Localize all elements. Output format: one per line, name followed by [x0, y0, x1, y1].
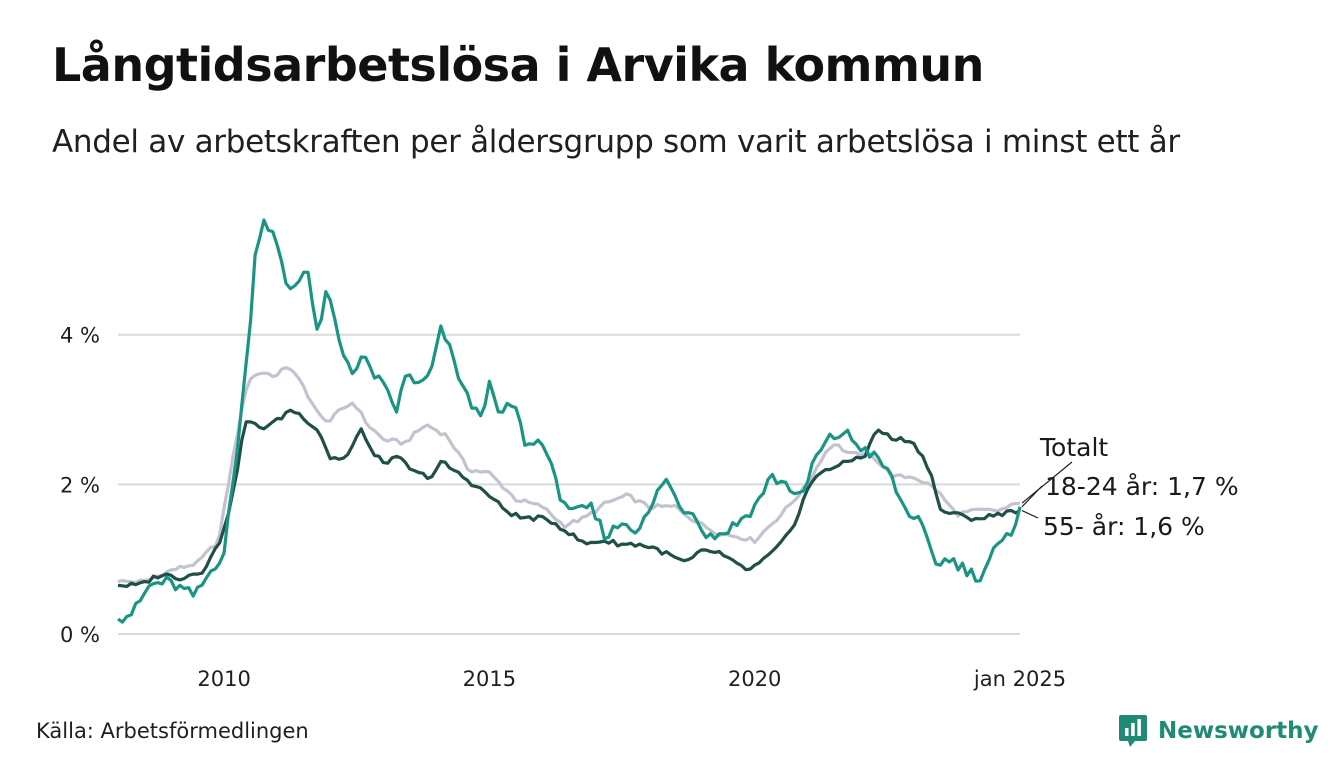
label-leader-0 — [1021, 461, 1073, 504]
series-line-1 — [117, 218, 1022, 624]
brand-logo: Newsworthy — [1118, 712, 1319, 750]
y-tick-label: 0 % — [60, 623, 100, 647]
gridlines — [118, 333, 1020, 635]
label-leader-1 — [1021, 485, 1043, 508]
brand-name: Newsworthy — [1158, 718, 1319, 744]
series-line-0 — [117, 366, 1021, 585]
x-tick-label: jan 2025 — [973, 667, 1066, 691]
chart-title: Långtidsarbetslösa i Arvika kommun — [52, 38, 984, 92]
series-label-0: Totalt — [1039, 433, 1108, 462]
series-label-2: 55- år: 1,6 % — [1043, 512, 1205, 541]
series-lines — [117, 218, 1022, 624]
newsworthy-logo-icon — [1119, 715, 1147, 747]
x-axis-ticks: 2010 2015 2020 jan 2025 — [197, 667, 1066, 691]
y-tick-label: 4 % — [60, 324, 100, 348]
series-labels: Totalt 18-24 år: 1,7 % 55- år: 1,6 % — [1021, 433, 1239, 541]
series-line-2 — [117, 408, 1021, 588]
chart-subtitle: Andel av arbetskraften per åldersgrupp s… — [52, 124, 1180, 160]
y-axis-ticks: 0 % 2 % 4 % — [60, 324, 100, 647]
y-tick-label: 2 % — [60, 473, 100, 497]
x-tick-label: 2010 — [197, 667, 250, 691]
x-tick-label: 2020 — [728, 667, 781, 691]
source-note: Källa: Arbetsförmedlingen — [36, 719, 309, 743]
label-leader-2 — [1021, 509, 1039, 519]
series-label-1: 18-24 år: 1,7 % — [1045, 472, 1239, 501]
x-tick-label: 2015 — [463, 667, 516, 691]
